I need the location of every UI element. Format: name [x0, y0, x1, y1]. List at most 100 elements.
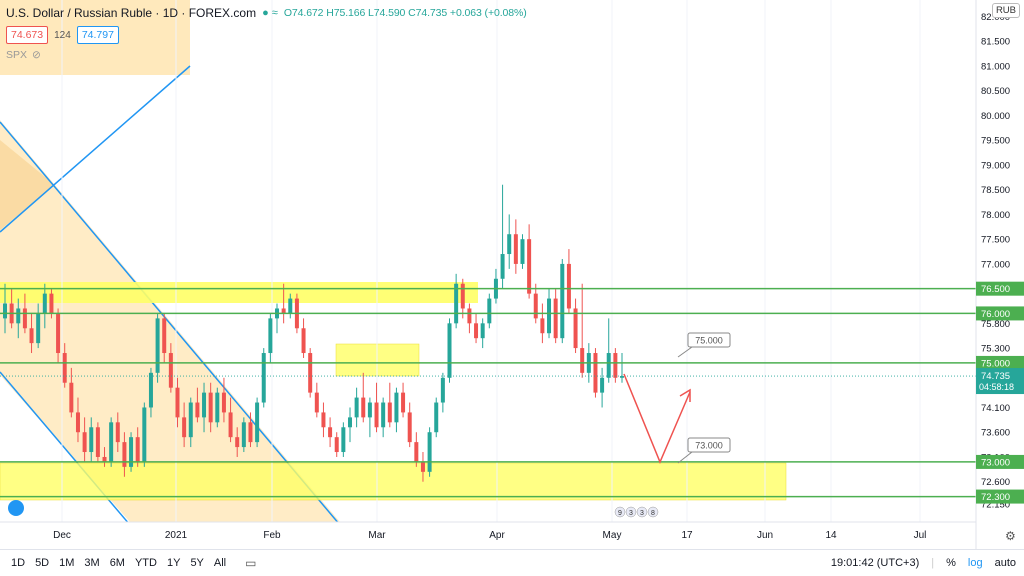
candle-body[interactable] [314, 392, 319, 413]
candle-body[interactable] [241, 422, 246, 448]
auto-toggle[interactable]: auto [994, 557, 1016, 569]
timeframe-5y[interactable]: 5Y [190, 557, 204, 569]
candle-body[interactable] [613, 353, 618, 378]
candle-body[interactable] [102, 456, 107, 462]
candle-body[interactable] [606, 353, 611, 378]
eye-hidden-icon[interactable]: ⊘ [32, 49, 41, 61]
candle-body[interactable] [288, 298, 293, 314]
candle-body[interactable] [3, 303, 7, 319]
percent-toggle[interactable]: % [946, 557, 956, 569]
candle-body[interactable] [387, 402, 392, 423]
candle-body[interactable] [454, 283, 459, 324]
candle-body[interactable] [268, 318, 273, 354]
candle-body[interactable] [507, 234, 512, 255]
candle-body[interactable] [480, 323, 485, 339]
candle-body[interactable] [347, 417, 352, 428]
event-marker[interactable] [636, 506, 648, 518]
candle-body[interactable] [321, 412, 326, 428]
candle-body[interactable] [500, 254, 505, 279]
candle-body[interactable] [135, 437, 140, 462]
candle-body[interactable] [75, 412, 80, 433]
candle-body[interactable] [447, 323, 452, 378]
candle-body[interactable] [361, 397, 366, 418]
candle-body[interactable] [566, 263, 571, 309]
calendar-range-icon[interactable]: ▭ [245, 556, 257, 570]
candle-body[interactable] [580, 348, 585, 373]
currency-badge[interactable]: RUB [991, 3, 1020, 18]
candle-body[interactable] [95, 427, 100, 457]
candle-body[interactable] [208, 392, 213, 423]
tradingview-logo-icon[interactable] [8, 500, 24, 516]
callout-box[interactable] [687, 437, 731, 453]
candle-body[interactable] [401, 392, 406, 413]
candle-body[interactable] [487, 298, 492, 324]
candle-body[interactable] [367, 402, 372, 418]
time-axis[interactable] [0, 522, 976, 549]
candle-body[interactable] [308, 353, 313, 393]
candle-body[interactable] [36, 313, 41, 344]
last-price-tag[interactable] [976, 368, 1024, 395]
candle-body[interactable] [341, 427, 346, 453]
candle-body[interactable] [188, 402, 193, 438]
candle-body[interactable] [109, 422, 114, 462]
candle-body[interactable] [129, 437, 134, 467]
candle-body[interactable] [547, 298, 552, 334]
candle-body[interactable] [122, 442, 127, 467]
level-price-tag[interactable] [976, 281, 1024, 296]
candle-body[interactable] [414, 442, 419, 462]
event-marker[interactable] [647, 506, 659, 518]
candle-body[interactable] [175, 387, 180, 418]
timeframe-1m[interactable]: 1M [59, 557, 75, 569]
candle-body[interactable] [89, 427, 94, 453]
callout-box[interactable] [687, 332, 731, 348]
level-price-tag[interactable] [976, 454, 1024, 469]
candle-body[interactable] [334, 437, 339, 453]
candle-body[interactable] [82, 432, 87, 453]
candle-body[interactable] [182, 417, 187, 438]
candle-body[interactable] [553, 298, 558, 339]
candle-body[interactable] [474, 323, 479, 339]
candle-body[interactable] [148, 372, 153, 408]
candle-body[interactable] [600, 377, 605, 393]
timeframe-5d[interactable]: 5D [35, 557, 50, 569]
candle-body[interactable] [195, 402, 200, 418]
candle-body[interactable] [248, 422, 253, 443]
candle-body[interactable] [593, 353, 598, 393]
candle-body[interactable] [228, 412, 233, 438]
candle-body[interactable] [62, 353, 67, 383]
symbol-title[interactable]: U.S. Dollar / Russian Ruble · 1D · FOREX… [6, 6, 257, 20]
candle-body[interactable] [460, 283, 465, 309]
candle-body[interactable] [115, 422, 120, 443]
candle-body[interactable] [235, 437, 240, 448]
timeframe-6m[interactable]: 6M [109, 557, 125, 569]
candle-body[interactable] [56, 313, 61, 354]
candle-body[interactable] [42, 293, 47, 314]
timeframe-all[interactable]: All [213, 557, 227, 569]
candle-body[interactable] [261, 353, 266, 403]
candle-body[interactable] [434, 402, 439, 433]
timeframe-ytd[interactable]: YTD [134, 557, 157, 569]
ascending-trend-line[interactable] [0, 65, 191, 233]
candle-body[interactable] [155, 318, 160, 373]
candle-body[interactable] [328, 427, 333, 438]
candle-body[interactable] [420, 461, 425, 472]
candle-body[interactable] [440, 377, 445, 403]
candle-body[interactable] [281, 308, 286, 314]
candle-body[interactable] [520, 239, 525, 264]
candle-body[interactable] [527, 239, 532, 294]
candle-body[interactable] [29, 328, 34, 344]
candle-body[interactable] [221, 392, 226, 413]
candle-body[interactable] [374, 402, 379, 428]
candle-body[interactable] [381, 402, 386, 428]
candle-body[interactable] [168, 353, 173, 388]
timeframe-1d[interactable]: 1D [11, 557, 26, 569]
candle-body[interactable] [573, 308, 578, 349]
candle-body[interactable] [513, 234, 518, 264]
candle-body[interactable] [162, 318, 167, 354]
candle-body[interactable] [540, 318, 545, 334]
timeframe-3m[interactable]: 3M [84, 557, 100, 569]
candle-body[interactable] [533, 293, 538, 319]
candle-body[interactable] [620, 376, 624, 378]
candle-body[interactable] [427, 432, 432, 472]
